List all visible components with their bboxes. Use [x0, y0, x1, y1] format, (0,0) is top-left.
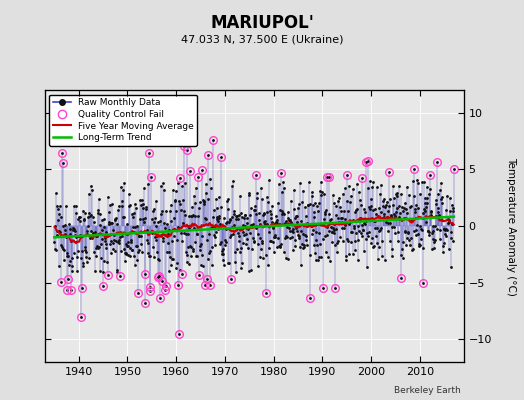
- Text: MARIUPOL': MARIUPOL': [210, 14, 314, 32]
- Text: 47.033 N, 37.500 E (Ukraine): 47.033 N, 37.500 E (Ukraine): [181, 34, 343, 44]
- Legend: Raw Monthly Data, Quality Control Fail, Five Year Moving Average, Long-Term Tren: Raw Monthly Data, Quality Control Fail, …: [49, 94, 198, 146]
- Text: Berkeley Earth: Berkeley Earth: [395, 386, 461, 395]
- Y-axis label: Temperature Anomaly (°C): Temperature Anomaly (°C): [506, 156, 516, 296]
